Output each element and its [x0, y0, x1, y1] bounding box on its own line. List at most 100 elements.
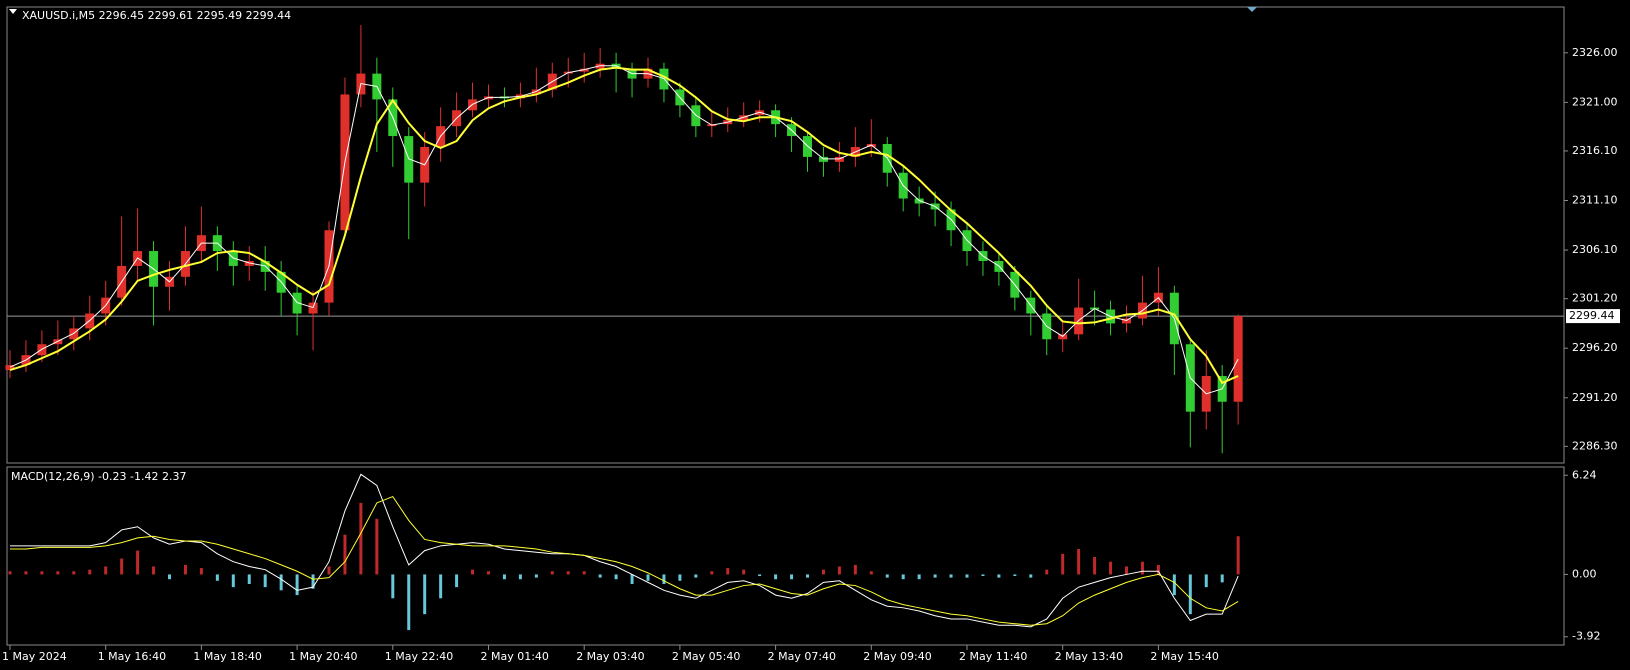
- histogram-bar: [471, 569, 475, 575]
- histogram-bar: [901, 574, 905, 580]
- x-tick-label: 1 May 22:40: [385, 650, 453, 663]
- histogram-bar: [1061, 553, 1065, 575]
- histogram-bar: [885, 574, 889, 578]
- y-tick-label: 6.24: [1572, 468, 1597, 481]
- histogram-bar: [774, 574, 778, 580]
- indicator-title: MACD(12,26,9) -0.23 -1.42 2.37: [11, 470, 186, 483]
- histogram-bar: [199, 568, 203, 575]
- histogram-bar: [837, 566, 841, 575]
- price-panel-border: [6, 6, 1565, 464]
- histogram-bar: [439, 574, 443, 599]
- histogram-bar: [710, 571, 714, 575]
- histogram-bar: [407, 574, 411, 631]
- histogram-bar: [949, 574, 953, 578]
- x-tick-label: 1 May 16:40: [98, 650, 166, 663]
- x-tick-label: 2 May 07:40: [768, 650, 836, 663]
- x-tick-label: 2 May 05:40: [672, 650, 740, 663]
- histogram-bar: [231, 574, 235, 588]
- candle-body: [1233, 316, 1243, 402]
- histogram-bar: [1236, 536, 1240, 575]
- histogram-bar: [136, 550, 140, 575]
- histogram-bar: [726, 568, 730, 575]
- histogram-bar: [72, 571, 76, 575]
- histogram-bar: [295, 574, 299, 596]
- histogram-bar: [806, 574, 809, 578]
- histogram-bar: [120, 558, 124, 575]
- x-tick-label: 1 May 20:40: [289, 650, 357, 663]
- histogram-bar: [168, 574, 171, 580]
- x-tick-label: 2 May 13:40: [1055, 650, 1123, 663]
- histogram-bar: [1172, 574, 1176, 596]
- histogram-bar: [1125, 566, 1128, 575]
- histogram-bar: [997, 574, 1001, 578]
- histogram-bar: [343, 534, 347, 575]
- y-tick-label: 2311.10: [1572, 194, 1618, 207]
- moving-average-line: [9, 65, 1239, 395]
- x-tick-label: 1 May 18:40: [193, 650, 261, 663]
- histogram-bar: [965, 574, 969, 578]
- current-price-label: 2299.44: [1569, 309, 1615, 322]
- histogram-bar: [152, 566, 156, 575]
- histogram-bar: [1013, 574, 1017, 577]
- histogram-bar: [662, 574, 666, 584]
- macd-line: [10, 495, 1239, 626]
- histogram-bar: [742, 569, 746, 575]
- histogram-bar: [183, 564, 187, 575]
- histogram-bar: [279, 574, 283, 591]
- y-tick-label: 2296.20: [1572, 341, 1618, 354]
- histogram-bar: [487, 571, 490, 575]
- histogram-bar: [1220, 574, 1224, 583]
- histogram-bar: [24, 571, 28, 575]
- histogram-bar: [359, 502, 363, 575]
- macd-line: [10, 473, 1239, 628]
- moving-average-line: [9, 66, 1239, 385]
- histogram-bar: [1077, 549, 1081, 575]
- histogram-bar: [534, 574, 538, 578]
- histogram-bar: [215, 574, 219, 581]
- chart-title: XAUUSD.i,M5 2296.45 2299.61 2295.49 2299…: [22, 9, 291, 22]
- histogram-bar: [981, 574, 985, 577]
- symbol-menu-icon[interactable]: [9, 9, 17, 14]
- histogram-bar: [630, 574, 634, 584]
- histogram-bar: [1156, 564, 1160, 575]
- x-tick-label: 2 May 15:40: [1150, 650, 1218, 663]
- macd-panel-border: [6, 466, 1565, 646]
- histogram-bar: [1140, 561, 1144, 575]
- histogram-bar: [853, 564, 857, 575]
- histogram-bar: [423, 574, 427, 615]
- histogram-bar: [1204, 574, 1208, 588]
- histogram-bar: [311, 574, 315, 589]
- x-tick-label: 2 May 11:40: [959, 650, 1027, 663]
- x-tick-label: 1 May 2024: [2, 650, 67, 663]
- x-tick-label: 2 May 03:40: [576, 650, 644, 663]
- y-tick-label: 2316.10: [1572, 144, 1618, 157]
- histogram-bar: [56, 571, 60, 575]
- y-tick-label: 2321.00: [1572, 95, 1618, 108]
- histogram-bar: [678, 574, 682, 581]
- y-tick-label: 2286.30: [1572, 439, 1618, 452]
- histogram-bar: [375, 518, 379, 575]
- current-price-box: [1566, 309, 1620, 324]
- y-tick-label: 2291.20: [1572, 391, 1618, 404]
- histogram-bar: [518, 574, 522, 580]
- histogram-bar: [104, 566, 108, 575]
- histogram-bar: [1045, 569, 1049, 575]
- x-tick-label: 2 May 09:40: [863, 650, 931, 663]
- histogram-bar: [327, 566, 331, 575]
- y-tick-label: 0.00: [1572, 567, 1597, 580]
- histogram-bar: [758, 574, 762, 577]
- shift-marker: [1247, 7, 1257, 12]
- histogram-bar: [88, 569, 92, 575]
- histogram-bar: [646, 574, 650, 581]
- histogram-bar: [598, 574, 602, 578]
- histogram-bar: [582, 571, 586, 575]
- histogram-bar: [933, 574, 937, 578]
- histogram-bar: [502, 574, 506, 580]
- histogram-bar: [917, 574, 921, 580]
- y-tick-label: -3.92: [1572, 630, 1600, 643]
- y-tick-label: 2326.00: [1572, 46, 1618, 59]
- histogram-bar: [1093, 556, 1097, 575]
- histogram-bar: [821, 569, 825, 575]
